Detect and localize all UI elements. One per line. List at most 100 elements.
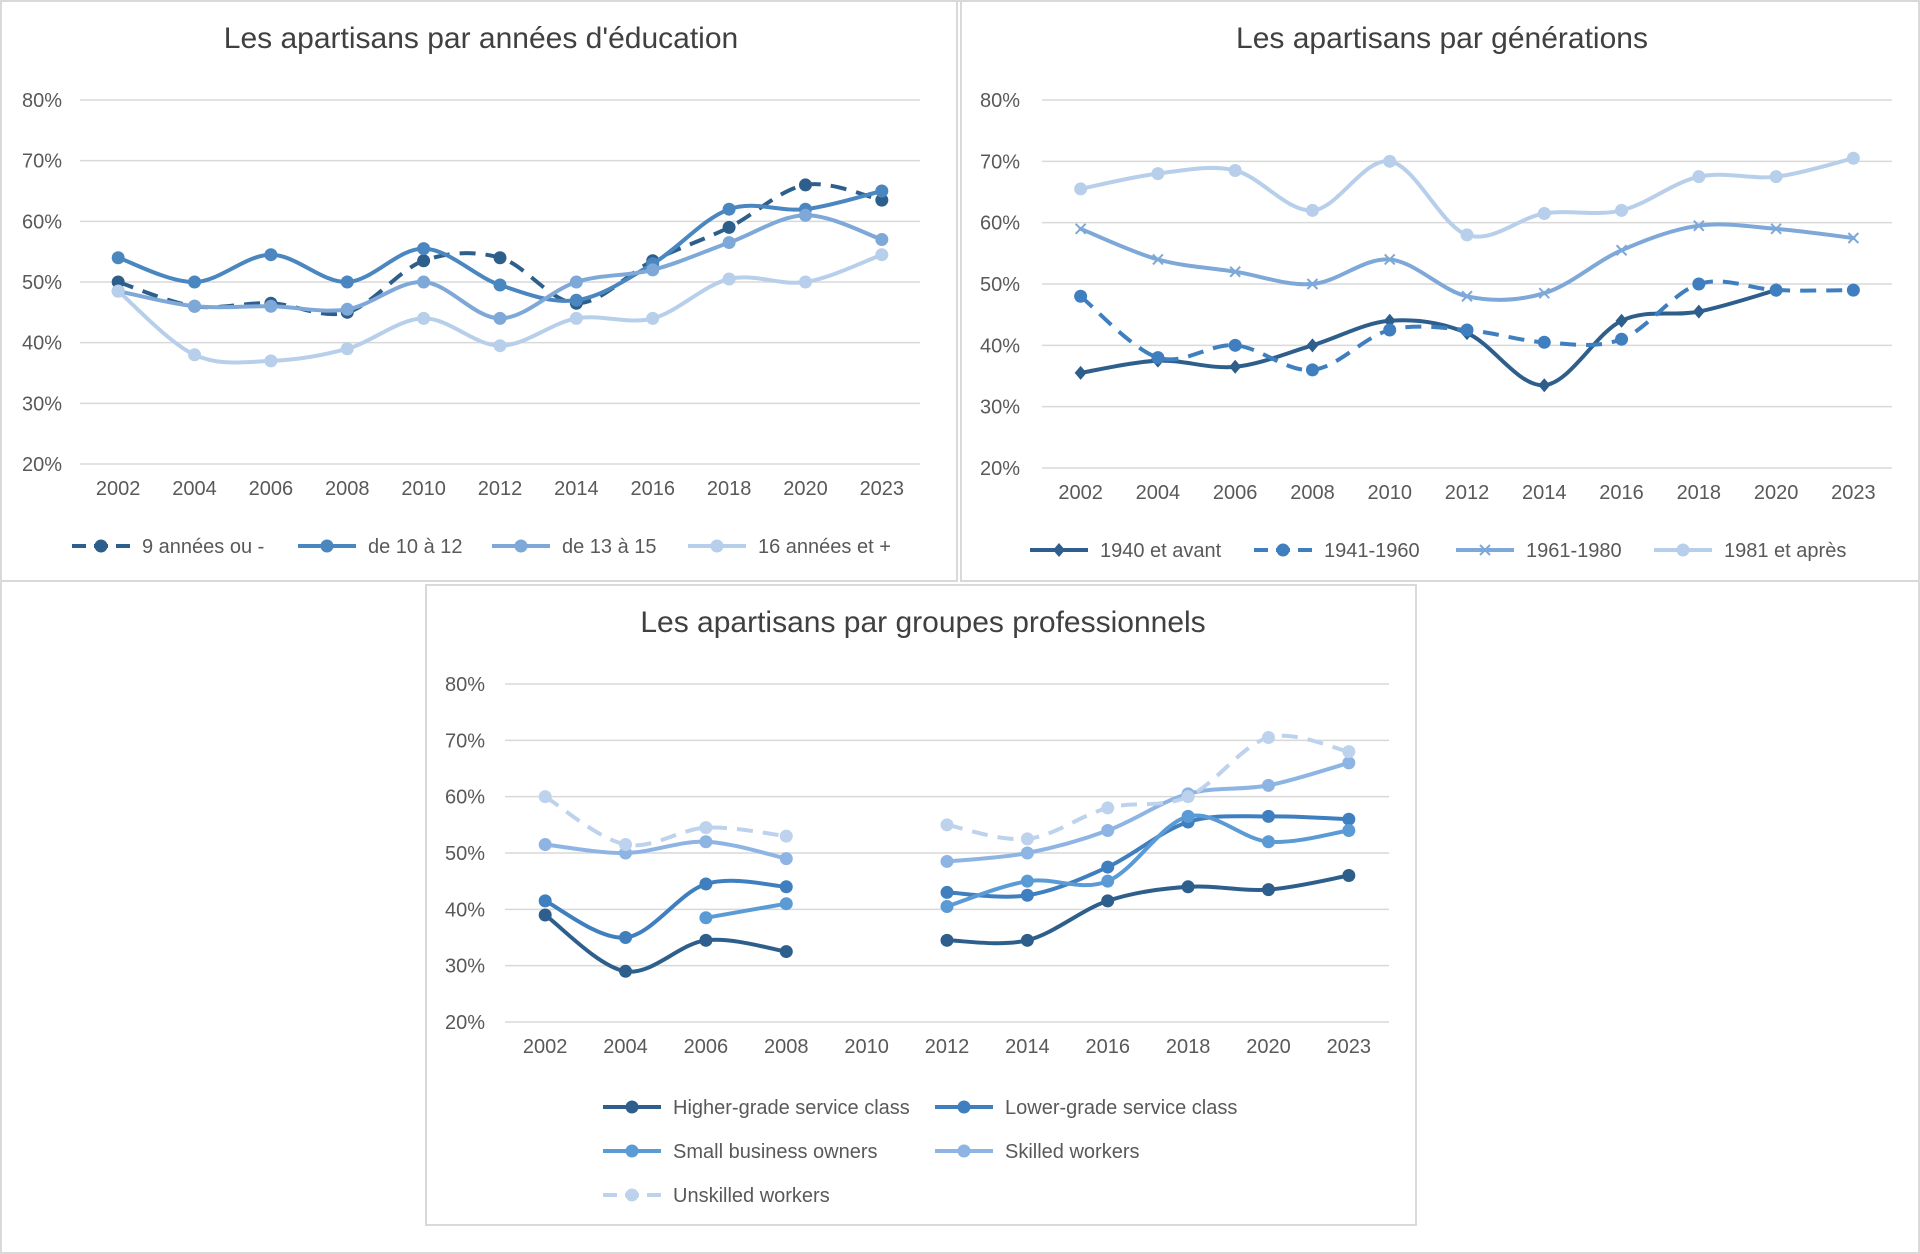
data-point: [1020, 832, 1034, 846]
data-point: [1384, 253, 1396, 266]
x-tick-label: 2002: [1058, 482, 1103, 504]
y-tick-label: 60%: [980, 213, 1020, 235]
legend-item-lower-grade-service-class: Lower-grade service class: [935, 1097, 1237, 1119]
data-point: [1228, 164, 1242, 178]
y-tick-label: 40%: [980, 335, 1020, 357]
data-point: [1615, 313, 1628, 328]
data-point: [1847, 232, 1860, 244]
legend-swatch-marker: [1676, 543, 1690, 557]
legend-item-1961-1980: 1961-1980: [1456, 540, 1622, 562]
data-point: [1151, 351, 1165, 365]
data-point: [1261, 835, 1275, 849]
y-tick-label: 70%: [22, 151, 62, 173]
series-line: [543, 913, 789, 974]
data-point: [779, 897, 793, 911]
legend-item-9-ann-es-ou: 9 années ou -: [72, 536, 264, 558]
data-point: [1615, 203, 1629, 217]
data-point: [1538, 287, 1550, 299]
data-point: [1460, 228, 1474, 242]
x-tick-label: 2018: [707, 478, 752, 500]
data-point: [1020, 888, 1034, 902]
data-point: [1261, 731, 1275, 745]
data-point: [1101, 801, 1115, 815]
legend-swatch-marker: [957, 1100, 971, 1114]
legend-label: 1961-1980: [1526, 540, 1622, 562]
data-point: [875, 248, 889, 262]
x-tick-label: 2006: [1213, 482, 1258, 504]
series-lower-grade-service-class: [538, 809, 1356, 944]
data-point: [538, 838, 552, 852]
x-tick-label: 2004: [1136, 482, 1181, 504]
y-tick-label: 50%: [980, 274, 1020, 296]
series-line: [945, 873, 1351, 946]
data-point: [1383, 323, 1397, 337]
legend-label: de 10 à 12: [368, 536, 463, 558]
legend-label: 9 années ou -: [142, 536, 264, 558]
data-point: [1846, 283, 1860, 297]
data-point: [1101, 894, 1115, 908]
legend-swatch-marker: [710, 539, 724, 553]
data-point: [1152, 253, 1164, 266]
legend-item-16-ann-es-et: 16 années et +: [688, 536, 891, 558]
legend-item-higher-grade-service-class: Higher-grade service class: [603, 1097, 910, 1119]
series-higher-grade-service-class: [538, 869, 1356, 978]
data-point: [264, 299, 278, 313]
data-point: [1342, 823, 1356, 837]
data-point: [779, 880, 793, 894]
data-point: [646, 311, 660, 325]
data-point: [1261, 883, 1275, 897]
chart-title: Les apartisans par générations: [1236, 22, 1648, 55]
y-tick-label: 20%: [980, 458, 1020, 480]
legend-item-small-business-owners: Small business owners: [603, 1141, 878, 1163]
data-point: [1306, 278, 1319, 290]
data-point: [1692, 170, 1706, 184]
legend-swatch-marker: [514, 539, 528, 553]
data-point: [417, 311, 431, 325]
x-tick-label: 2014: [554, 478, 599, 500]
data-point: [798, 208, 812, 222]
legend-label: 1940 et avant: [1100, 540, 1222, 562]
legend-label: Skilled workers: [1005, 1141, 1139, 1163]
legend-item-de-13-15: de 13 à 15: [492, 536, 657, 558]
x-tick-label: 2010: [401, 478, 446, 500]
legend-item-de-10-12: de 10 à 12: [298, 536, 463, 558]
data-point: [699, 877, 713, 891]
data-point: [417, 242, 431, 256]
data-point: [722, 236, 736, 250]
legend-swatch-marker: [957, 1144, 971, 1158]
data-point: [569, 293, 583, 307]
x-tick-label: 2008: [1290, 482, 1335, 504]
x-tick-label: 2004: [603, 1036, 648, 1058]
data-point: [264, 354, 278, 368]
data-point: [1306, 338, 1319, 353]
legend-swatch-marker: [94, 539, 108, 553]
data-point: [699, 821, 713, 835]
series-de-13-15: [111, 208, 889, 325]
data-point: [1770, 223, 1782, 235]
data-point: [699, 911, 713, 925]
x-tick-label: 2018: [1166, 1036, 1211, 1058]
data-point: [1101, 874, 1115, 888]
data-point: [1181, 809, 1195, 823]
data-point: [798, 178, 812, 192]
data-point: [722, 220, 736, 234]
series-line: [946, 733, 1350, 842]
legend-item-skilled-workers: Skilled workers: [935, 1141, 1139, 1163]
series-1961-1980: [1074, 220, 1860, 302]
x-tick-label: 2020: [1754, 482, 1799, 504]
legend-item-1981-et-apr-s: 1981 et après: [1654, 540, 1846, 562]
data-point: [1228, 338, 1242, 352]
data-point: [1383, 154, 1397, 168]
data-point: [940, 885, 954, 899]
chart-panel-generations: Les apartisans par générations 20% 30% 40% 5…: [960, 0, 1920, 582]
data-point: [1074, 223, 1087, 235]
data-point: [1305, 363, 1319, 377]
data-point: [1342, 869, 1356, 883]
series-line: [543, 878, 789, 940]
x-tick-label: 2012: [478, 478, 523, 500]
series-1940-et-avant: [1074, 283, 1783, 393]
data-point: [1181, 790, 1195, 804]
data-point: [1769, 170, 1783, 184]
legend-label: Small business owners: [673, 1141, 878, 1163]
